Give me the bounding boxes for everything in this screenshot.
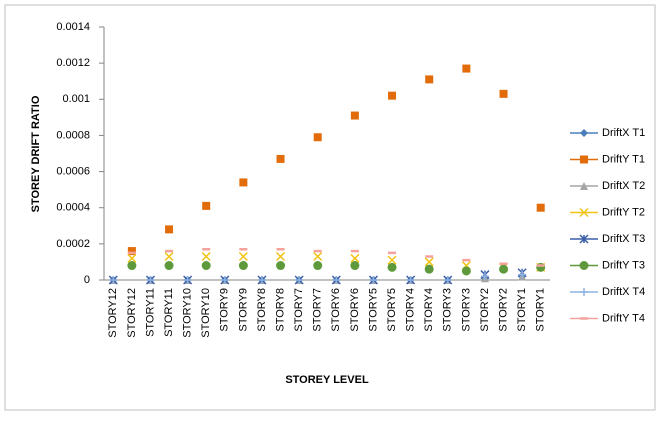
series xyxy=(127,64,545,256)
marker xyxy=(579,234,589,244)
marker xyxy=(480,272,489,281)
x-tick-label: STORY5 xyxy=(386,288,398,332)
marker xyxy=(127,253,137,263)
x-tick-label: STORY2 xyxy=(479,288,491,332)
legend-label: DriftX T3 xyxy=(602,233,645,245)
y-tick-label: 0.001 xyxy=(62,93,90,105)
x-tick-label: STORY10 xyxy=(200,288,212,338)
marker xyxy=(579,207,589,218)
marker xyxy=(536,203,545,212)
x-tick-label: STORY1 xyxy=(535,288,547,332)
marker xyxy=(424,264,434,274)
x-tick-label: STORY11 xyxy=(163,288,175,337)
legend-label: DriftY T2 xyxy=(602,206,645,218)
y-tick-label: 0.0002 xyxy=(56,238,90,250)
x-tick-label: STORY3 xyxy=(460,288,472,332)
x-tick-label: STORY10 xyxy=(182,288,194,338)
x-tick-label: STORY4 xyxy=(423,288,435,332)
marker xyxy=(536,262,546,272)
marker xyxy=(499,264,509,274)
marker xyxy=(238,251,248,262)
x-tick-label: STORY8 xyxy=(274,288,286,332)
marker xyxy=(201,261,211,271)
y-tick-label: 0.0006 xyxy=(56,165,90,177)
legend-label: DriftY T4 xyxy=(602,312,645,324)
marker xyxy=(580,182,588,190)
marker xyxy=(579,261,589,270)
marker xyxy=(369,276,378,284)
x-tick-label: STORY9 xyxy=(237,288,249,332)
y-axis-title: STOREY DRIFT RATIO xyxy=(30,95,42,212)
marker xyxy=(350,253,360,263)
x-axis-title: STOREY LEVEL xyxy=(285,374,369,386)
marker xyxy=(424,257,434,267)
x-tick-label: STORY12 xyxy=(126,288,138,338)
marker xyxy=(499,89,508,98)
x-tick-label: STORY7 xyxy=(293,288,305,332)
marker xyxy=(332,276,341,284)
marker xyxy=(165,225,174,234)
x-tick-label: STORY2 xyxy=(497,288,509,332)
marker xyxy=(443,276,452,284)
marker xyxy=(406,276,415,284)
y-tick-label: 0.0004 xyxy=(56,202,90,214)
marker xyxy=(295,276,304,284)
legend-label: DriftX T2 xyxy=(602,180,645,192)
y-tick-label: 0.0014 xyxy=(56,21,90,33)
marker xyxy=(239,178,248,187)
marker xyxy=(164,251,174,262)
x-tick-label: STORY6 xyxy=(330,288,342,332)
marker xyxy=(238,261,248,271)
y-tick-label: 0.0012 xyxy=(56,57,90,69)
legend-label: DriftY T3 xyxy=(602,259,645,271)
marker xyxy=(164,261,174,271)
y-tick-label: 0 xyxy=(84,274,90,286)
legend-label: DriftY T1 xyxy=(602,153,645,165)
marker xyxy=(257,276,266,284)
marker xyxy=(350,261,360,271)
marker xyxy=(276,261,286,271)
marker xyxy=(146,276,155,284)
marker xyxy=(350,111,359,120)
marker xyxy=(183,276,192,284)
marker xyxy=(387,262,397,272)
marker xyxy=(220,276,229,284)
x-tick-label: STORY7 xyxy=(312,288,324,332)
marker xyxy=(580,129,588,137)
marker xyxy=(313,133,322,142)
marker xyxy=(276,251,286,262)
x-tick-label: STORY9 xyxy=(219,288,231,332)
marker xyxy=(276,154,285,163)
x-tick-label: STORY6 xyxy=(349,288,361,332)
marker xyxy=(127,261,137,271)
legend-label: DriftX T1 xyxy=(602,127,645,139)
marker xyxy=(462,64,471,73)
marker xyxy=(580,288,588,296)
y-tick-label: 0.0008 xyxy=(56,129,90,141)
x-tick-label: STORY12 xyxy=(107,288,119,338)
x-tick-label: STORY11 xyxy=(144,288,156,337)
marker xyxy=(580,155,588,164)
marker xyxy=(202,201,211,210)
marker xyxy=(518,270,527,279)
x-tick-label: STORY5 xyxy=(367,288,379,332)
x-tick-label: STORY1 xyxy=(516,288,528,332)
marker xyxy=(461,266,471,276)
series xyxy=(127,248,545,267)
marker xyxy=(313,261,323,271)
series xyxy=(109,270,527,284)
chart-border xyxy=(4,4,656,411)
marker xyxy=(425,75,434,84)
marker xyxy=(387,255,397,265)
marker xyxy=(388,91,397,100)
marker xyxy=(313,251,323,262)
legend-label: DriftX T4 xyxy=(602,286,645,298)
marker xyxy=(127,247,136,256)
x-tick-label: STORY3 xyxy=(442,288,454,332)
x-tick-label: STORY8 xyxy=(256,288,268,332)
x-tick-label: STORY4 xyxy=(405,288,417,332)
marker xyxy=(109,276,118,284)
marker xyxy=(201,251,211,262)
